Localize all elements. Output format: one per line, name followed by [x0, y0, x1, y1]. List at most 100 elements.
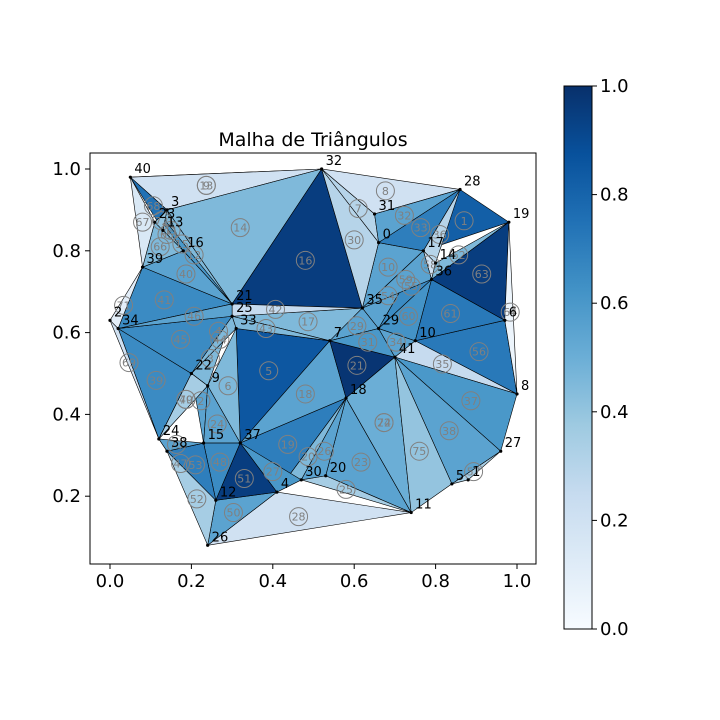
triangle-label-text: 57: [467, 466, 481, 479]
vertex-20: 20: [324, 461, 346, 478]
triangle-label-30: 30: [344, 230, 364, 250]
triangle-label-text: 51: [237, 472, 251, 485]
vertex-26: 26: [206, 530, 228, 547]
triangle-label-circle: [146, 370, 166, 390]
triangle-label-circle: [398, 306, 418, 326]
vertex-label: 29: [383, 314, 400, 329]
triangle-label-circle: [314, 441, 334, 461]
triangle-label-text: 54: [381, 290, 395, 303]
vertex-label: 2: [114, 305, 122, 320]
colorbar-tick-label: 0.2: [600, 510, 629, 531]
triangle-label-circle: [348, 199, 368, 219]
vertex-dot: [238, 441, 242, 445]
triangle-label-circle: [347, 355, 367, 375]
x-tick-label: 0.0: [96, 571, 125, 592]
triangle-label-text: 28: [292, 511, 306, 524]
colorbar-tick-label: 0.4: [600, 402, 629, 423]
triangle-label-text: 15: [175, 238, 189, 251]
triangle-label-57: 57: [464, 462, 484, 482]
vertex-dot: [429, 277, 434, 282]
triangle-label-text: 13: [199, 179, 213, 192]
triangle-label-35: 35: [432, 354, 452, 374]
triangle-label-31: 31: [358, 332, 378, 352]
triangle-label-circle: [172, 234, 192, 254]
triangle-label-circle: [336, 479, 356, 499]
vertex-dot: [344, 396, 348, 400]
triangle-label-text: 45: [174, 333, 188, 346]
vertex-dot: [206, 384, 210, 388]
x-axis: 0.0 0.2 0.4 0.6 0.8 1.0: [96, 564, 531, 592]
triangle-label-text: 69: [122, 357, 136, 370]
triangle-label-text: 17: [301, 316, 315, 329]
vertex-label: 15: [208, 428, 225, 443]
triangle-label-text: 46: [187, 310, 201, 323]
vertex-label: 19: [513, 207, 530, 222]
vertex-12: 12: [214, 485, 236, 502]
vertex-dot: [458, 187, 462, 192]
triangle-label-text: 35: [435, 358, 449, 371]
triangle-label-circle: [256, 319, 276, 339]
vertex-11: 11: [409, 498, 432, 515]
vertex-dot: [202, 441, 206, 445]
triangle-label-59: 59: [396, 269, 416, 289]
triangle-label-18: 18: [295, 384, 315, 404]
triangle-51: [215, 442, 278, 501]
triangle-label-70: 70: [176, 389, 196, 409]
triangle-label-circle: [191, 391, 211, 411]
vertex-6: 6: [503, 305, 517, 322]
vertex-37: 37: [238, 428, 261, 445]
triangle-label-15: 15: [172, 234, 192, 254]
triangle-label-58: 58: [420, 254, 440, 274]
triangle-label-text: 23: [354, 456, 368, 469]
triangle-label-37: 37: [461, 391, 481, 411]
vertex-5: 5: [450, 469, 464, 486]
triangle-label-circle: [209, 321, 229, 341]
vertex-dot: [377, 241, 381, 245]
vertex-1: 1: [466, 465, 480, 482]
vertex-dot: [377, 326, 381, 331]
triangle-label-44: 44: [210, 329, 230, 349]
vertex-dot: [466, 478, 470, 482]
plot-frame: [89, 152, 537, 565]
triangle-label-text: 40: [179, 268, 193, 281]
triangle-label-51: 51: [234, 468, 254, 488]
triangle-label-circle: [295, 384, 315, 404]
triangle-label-text: 73: [169, 438, 183, 451]
triangle-71: [109, 267, 143, 330]
triangle-label-34: 34: [386, 332, 406, 352]
vertex-label: 28: [464, 174, 481, 189]
triangle-label-text: 5: [265, 365, 272, 378]
triangle-label-text: 10: [381, 261, 395, 274]
triangle-labels: 1234567891011121314151617181920212223242…: [114, 175, 520, 527]
triangle-label-circle: [133, 212, 153, 232]
y-tick-label: 0.8: [52, 241, 81, 262]
triangle-label-29: 29: [347, 316, 367, 336]
chart-title: Malha de Triângulos: [218, 129, 407, 151]
triangle-label-text: 59: [399, 273, 413, 286]
triangle-label-circle: [351, 452, 371, 472]
triangle-label-text: 44: [213, 333, 227, 346]
vertex-3: 3: [165, 195, 179, 212]
triangle-label-62: 62: [449, 245, 469, 265]
triangle-label-circle: [259, 361, 279, 381]
triangle-label-text: 7: [355, 203, 362, 216]
vertex-38: 38: [165, 436, 188, 453]
vertex-label: 23: [159, 207, 176, 222]
triangle-label-circle: [411, 218, 431, 238]
vertex-label: 37: [244, 428, 261, 443]
triangle-label-12: 12: [184, 245, 204, 265]
triangle-label-text: 60: [401, 310, 415, 323]
vertex-label: 14: [440, 248, 457, 263]
vertex-dot: [434, 261, 438, 265]
triangle-label-text: 34: [389, 336, 403, 349]
triangle-label-text: 50: [226, 507, 240, 520]
vertex-29: 29: [377, 314, 399, 331]
triangle-label-16: 16: [295, 250, 315, 270]
triangle-label-circle: [210, 452, 230, 472]
vertex-label: 11: [415, 498, 432, 513]
vertex-dot: [153, 220, 157, 224]
vertex-dot: [140, 265, 145, 269]
vertex-dot: [328, 339, 332, 343]
triangle-label-circle: [266, 299, 286, 319]
